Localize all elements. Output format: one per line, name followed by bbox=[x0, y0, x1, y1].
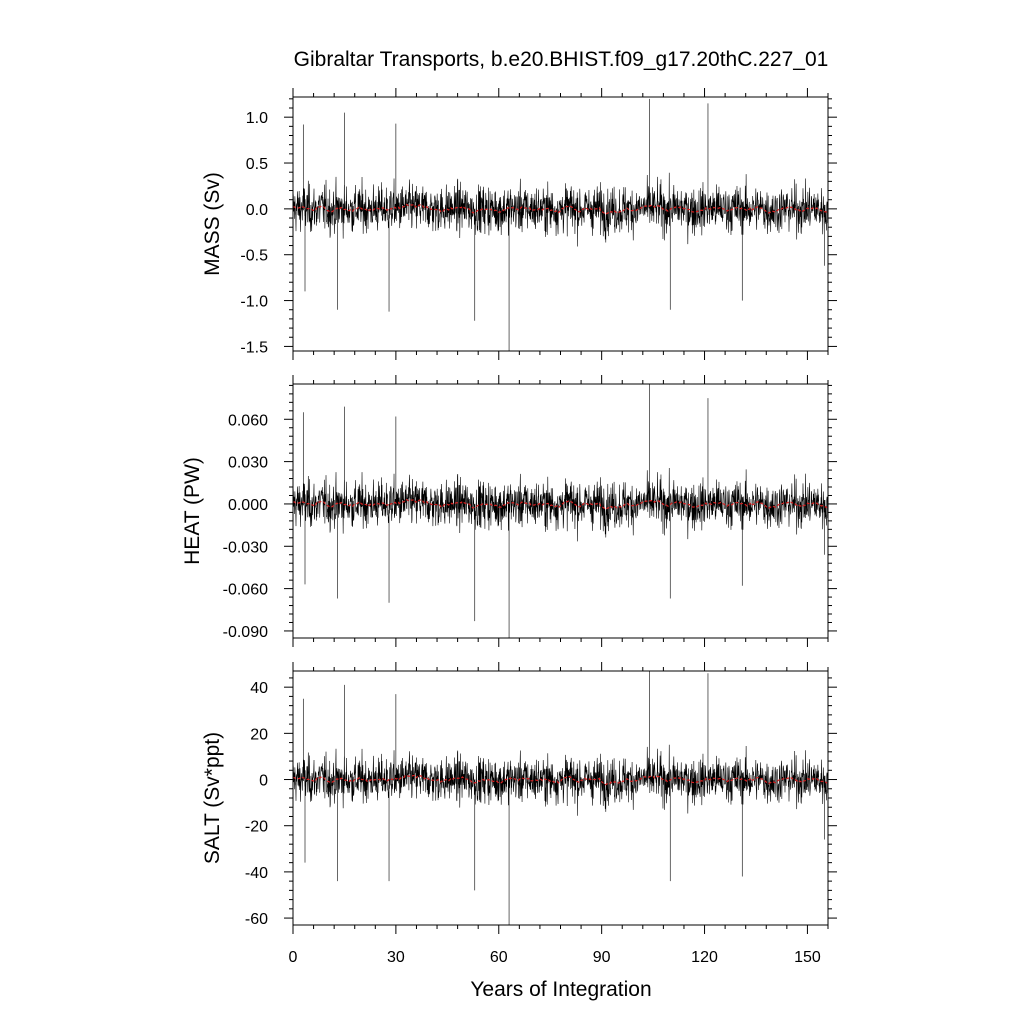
y-tick-label: -1.5 bbox=[240, 339, 268, 356]
y-tick-label: 40 bbox=[250, 680, 268, 697]
y-tick-label: -1.0 bbox=[240, 294, 268, 311]
y-tick-label: -20 bbox=[245, 819, 268, 836]
x-tick-label: 30 bbox=[387, 949, 405, 966]
y-tick-label: -0.5 bbox=[240, 248, 268, 265]
series-smoothed bbox=[293, 203, 828, 215]
plot-frame bbox=[292, 383, 829, 639]
y-tick-label: 0.5 bbox=[246, 156, 268, 173]
series-raw bbox=[293, 671, 828, 925]
y-tick-label: -0.030 bbox=[223, 539, 268, 556]
panel-3: 40 20 0 -20 -40 -60 SALT (Sv*ppt) 0 30 60 90 120 150 bbox=[201, 662, 837, 966]
y-tick-label: 0.060 bbox=[228, 412, 268, 429]
series-raw bbox=[293, 98, 828, 351]
y-tick-label: -0.090 bbox=[223, 624, 268, 641]
x-tick-label: 60 bbox=[490, 949, 508, 966]
panel-1: 1.0 0.5 0.0 -0.5 -1.0 -1.5 MASS (Sv) bbox=[201, 88, 837, 360]
y-tick-label: 0.000 bbox=[228, 497, 268, 514]
y-tick-label: 0.0 bbox=[246, 202, 268, 219]
panel-2: 0.060 0.030 0.000 -0.030 -0.060 -0.090 HEAT (P… bbox=[181, 375, 837, 647]
y-axis-label: MASS (Sv) bbox=[201, 172, 224, 276]
y-tick-label: 1.0 bbox=[246, 110, 268, 127]
y-axis-label: HEAT (PW) bbox=[181, 457, 204, 565]
y-tick-label: 0 bbox=[259, 773, 268, 790]
y-tick-label: 0.030 bbox=[228, 455, 268, 472]
x-tick-label: 150 bbox=[794, 949, 821, 966]
y-tick-label: -40 bbox=[245, 865, 268, 882]
x-tick-label: 0 bbox=[289, 949, 298, 966]
y-tick-label: -0.060 bbox=[223, 582, 268, 599]
y-tick-label: -60 bbox=[245, 911, 268, 928]
x-tick-label: 90 bbox=[593, 949, 611, 966]
series-raw bbox=[293, 384, 828, 638]
plot-frame bbox=[292, 96, 829, 352]
y-axis-label: SALT (Sv*ppt) bbox=[201, 732, 224, 864]
plot-frame bbox=[292, 670, 829, 926]
x-tick-label: 120 bbox=[691, 949, 718, 966]
panels: 1.0 0.5 0.0 -0.5 -1.0 -1.5 MASS (Sv) 0.060 0.030… bbox=[181, 88, 837, 966]
series-smoothed bbox=[293, 498, 828, 510]
x-axis-label: Years of Integration bbox=[470, 978, 651, 1001]
y-tick-label: 20 bbox=[250, 726, 268, 743]
chart-title: Gibraltar Transports, b.e20.BHIST.f09_g1… bbox=[294, 48, 829, 71]
